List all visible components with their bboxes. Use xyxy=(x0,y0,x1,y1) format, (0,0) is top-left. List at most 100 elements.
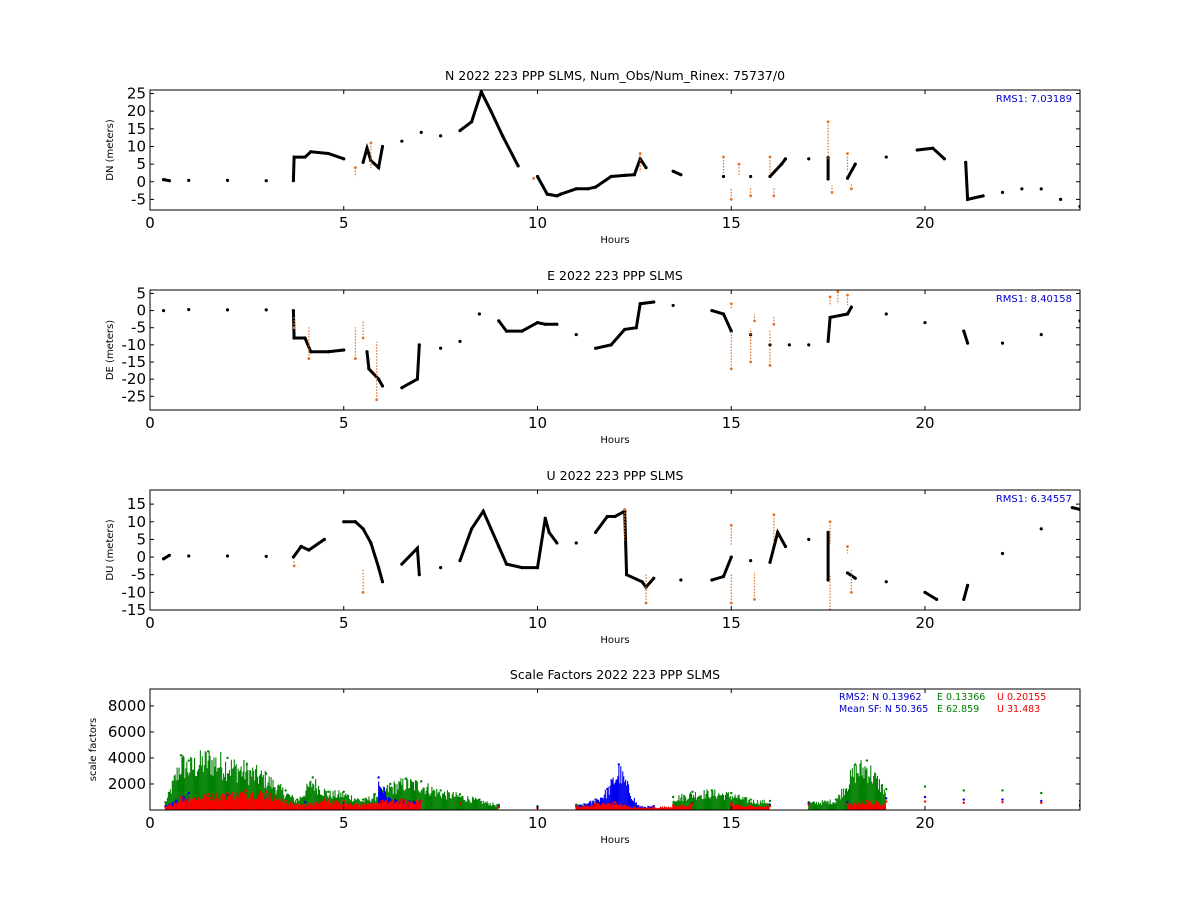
outlier-point xyxy=(729,367,733,371)
x-tick-label: 5 xyxy=(339,614,349,632)
series-point-0 xyxy=(574,332,578,337)
series-point-0 xyxy=(845,176,850,180)
series-point-0 xyxy=(187,178,191,182)
series-point-0 xyxy=(309,150,313,154)
sf-point-series-0 xyxy=(691,790,694,793)
series-point-0 xyxy=(292,155,296,159)
outlier-point xyxy=(768,364,772,367)
x-tick-label: 10 xyxy=(528,814,547,832)
series-point-0 xyxy=(625,573,629,577)
outlier-point xyxy=(753,319,756,323)
chart-title: E 2022 223 PPP SLMS xyxy=(547,268,683,283)
series-point-0 xyxy=(644,166,648,170)
series-point-0 xyxy=(828,315,832,320)
series-point-0 xyxy=(1000,341,1005,345)
sf-point-series-1 xyxy=(637,804,640,808)
y-tick-label: 10 xyxy=(127,137,146,155)
sf-point-series-2 xyxy=(420,799,423,803)
sf-point-series-2 xyxy=(846,802,849,806)
sf-point-series-1 xyxy=(923,795,927,799)
y-tick-label: 8000 xyxy=(108,697,146,715)
sf-point-series-2 xyxy=(323,798,326,801)
sf-point-series-0 xyxy=(361,798,365,801)
sf-point-series-0 xyxy=(478,798,481,801)
y-tick-label: 25 xyxy=(127,85,146,103)
sf-point-series-2 xyxy=(400,798,404,801)
outlier-point xyxy=(846,152,849,155)
legend-stat-3: Mean SF: N 50.365 xyxy=(839,704,928,715)
axes-frame xyxy=(149,688,1081,811)
series-point-0 xyxy=(966,583,970,587)
series-point-0 xyxy=(400,139,404,143)
series-point-0 xyxy=(470,120,474,124)
series-point-0 xyxy=(415,377,419,381)
series-point-0 xyxy=(729,555,733,559)
outlier-point xyxy=(729,601,733,605)
y-axis-label: scale factors xyxy=(88,718,99,781)
y-tick-label: 0 xyxy=(136,173,146,191)
x-tick-label: 15 xyxy=(722,214,741,232)
series-point-0 xyxy=(361,160,365,164)
series-point-0 xyxy=(574,541,578,545)
series-point-0 xyxy=(477,312,481,316)
series-point-0 xyxy=(367,367,371,371)
x-axis-label: Hours xyxy=(600,435,629,446)
series-point-0 xyxy=(415,546,419,550)
series-point-0 xyxy=(964,160,968,164)
data-layer xyxy=(164,750,1080,810)
series-point-0 xyxy=(264,554,268,558)
x-axis-label: Hours xyxy=(600,635,629,646)
series-point-0 xyxy=(481,509,485,513)
outlier-point xyxy=(292,564,296,568)
rms-annotation: RMS1: 7.03189 xyxy=(996,94,1072,105)
sf-point-series-0 xyxy=(865,759,869,762)
series-point-0 xyxy=(504,329,509,333)
series-point-0 xyxy=(652,300,656,304)
sf-point-series-0 xyxy=(311,776,314,779)
series-point-0 xyxy=(783,157,788,161)
sf-point-series-0 xyxy=(962,789,965,792)
data-layer xyxy=(161,506,1080,610)
series-point-0 xyxy=(807,343,811,347)
series-point-0 xyxy=(638,157,642,161)
legend-stat-1: E 0.13366 xyxy=(937,692,985,703)
series-point-0 xyxy=(1000,551,1005,556)
sf-point-series-2 xyxy=(303,803,307,806)
y-tick-label: 0 xyxy=(136,302,146,320)
sf-point-series-0 xyxy=(164,800,167,804)
series-point-0 xyxy=(671,303,675,308)
series-point-0 xyxy=(225,554,230,558)
sf-point-series-2 xyxy=(458,802,462,805)
x-tick-label: 20 xyxy=(915,814,934,832)
series-point-0 xyxy=(594,185,598,189)
series-point-0 xyxy=(768,343,772,347)
series-point-0 xyxy=(187,307,191,312)
series-point-0 xyxy=(962,597,966,602)
series-point-0 xyxy=(543,516,547,520)
series-point-0 xyxy=(377,166,381,170)
series-point-0 xyxy=(400,386,404,390)
series-point-0 xyxy=(520,329,524,333)
outlier-point xyxy=(828,520,832,524)
rms-annotation: RMS1: 8.40158 xyxy=(996,294,1072,305)
sf-point-series-2 xyxy=(594,802,597,805)
outlier-point xyxy=(849,187,853,191)
series-point-0 xyxy=(942,157,946,161)
series-point-0 xyxy=(547,530,551,534)
series-point-0 xyxy=(1070,506,1074,510)
series-point-0 xyxy=(516,164,520,168)
chart-panel-3: 0 5 10 15 20 8000 6000 4000 2000 Scale Factors 20… xyxy=(88,667,1081,846)
sf-point-series-0 xyxy=(420,780,423,783)
series-point-0 xyxy=(853,576,857,580)
series-point-0 xyxy=(884,312,888,316)
series-point-0 xyxy=(1039,332,1043,337)
series-point-0 xyxy=(555,194,559,198)
sf-point-series-1 xyxy=(1001,798,1004,801)
sf-point-series-2 xyxy=(613,800,617,804)
series-point-0 xyxy=(721,574,726,579)
series-point-0 xyxy=(479,90,483,94)
series-point-0 xyxy=(291,555,295,559)
x-tick-label: 20 xyxy=(915,614,934,632)
sf-point-series-1 xyxy=(846,800,849,804)
series-point-0 xyxy=(555,541,559,545)
